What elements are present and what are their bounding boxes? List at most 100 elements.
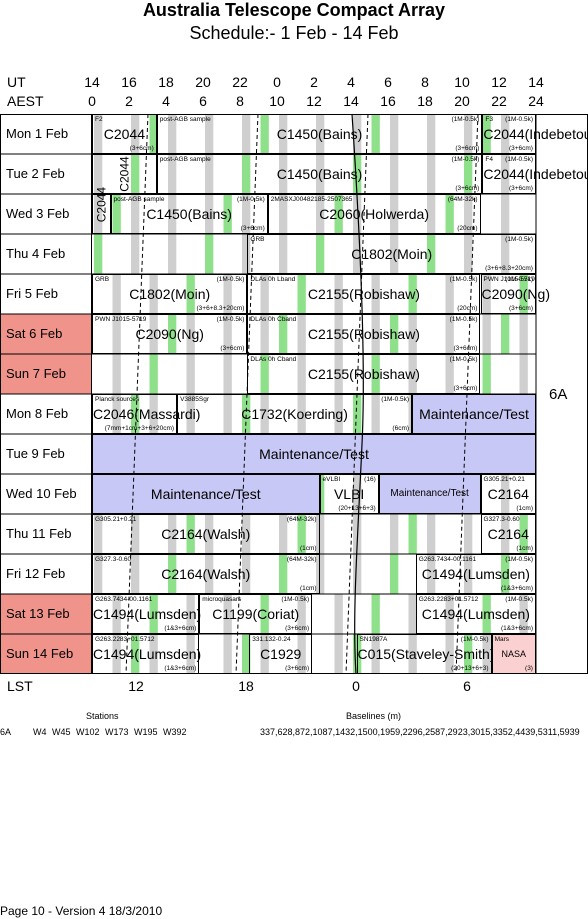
ut-tick: 2 [310, 74, 318, 90]
block-band: (3+6cm) [240, 225, 265, 232]
block-band: (1cm) [516, 505, 533, 512]
block-correlator: (1M-0.5k) [449, 356, 478, 363]
block-band: (20cm) [457, 225, 478, 232]
lst-tick: 0 [352, 678, 360, 694]
block-project: C2164 [487, 526, 529, 542]
hour-stripe [408, 514, 417, 554]
aest-tick: 24 [528, 93, 544, 109]
block-project: C2090(Ng) [481, 286, 550, 302]
block-band: (20+13+6+3) [451, 665, 489, 672]
block-source: eVLBI [322, 476, 341, 483]
block-band: (3+6cm) [285, 625, 310, 632]
ut-tick: 0 [273, 74, 281, 90]
schedule-grid: Mon 1 Feb Tue 2 Feb Wed 3 Feb Thu 4 Feb Fri … [0, 114, 588, 674]
block-band: (3+6cm) [508, 305, 533, 312]
ut-tick: 14 [84, 74, 100, 90]
block-project: C2044(Indebetouw) [483, 166, 588, 182]
block-project: Maintenance/Test [419, 406, 529, 422]
block-source: GRB [95, 276, 110, 283]
block-band: (3+6cm) [220, 345, 245, 352]
block-band: (3+6cm) [129, 145, 154, 152]
block-correlator: (64M-32k) [286, 556, 317, 563]
schedule-block: C1494(Lumsden) G263.7434-00.1161 (1M-0.5k)… [415, 554, 536, 594]
ut-tick: 14 [528, 74, 544, 90]
schedule-block: C1732(Koerding) V3885Sgr (1M-0.5k) (6cm) [177, 394, 413, 434]
block-project: VLBI [333, 486, 365, 502]
aest-tick: 8 [236, 93, 244, 109]
hour-stripe [94, 234, 103, 274]
block-project: Maintenance/Test [259, 446, 369, 462]
array-config-label: 6A [549, 386, 568, 403]
block-band: (1cm) [516, 545, 533, 552]
day-label: Tue 2 Feb [0, 154, 92, 194]
block-source: G263.7434-00.1161 [95, 596, 153, 603]
block-band: (3) [525, 665, 533, 672]
block-project: C015(Staveley-Smith) [357, 646, 495, 662]
block-correlator: (64M-32k) [447, 196, 478, 203]
block-project: C2155(Robishaw) [307, 286, 420, 302]
hour-stripe [519, 354, 528, 394]
block-band: (3+6+8.3+20cm) [485, 265, 533, 272]
hour-stripe [353, 554, 362, 594]
block-source: post-AGB sample [113, 196, 165, 203]
block-correlator: (1M-0.5k) [216, 316, 245, 323]
ut-tick: 10 [454, 74, 470, 90]
day-label: Sun 7 Feb [0, 354, 92, 394]
block-project: C2164(Walsh) [161, 566, 251, 582]
aest-tick: 0 [88, 93, 96, 109]
lst-tick: 18 [238, 678, 254, 694]
block-correlator: (1M-0.5k) [451, 116, 480, 123]
schedule-block: C2044 [92, 187, 111, 234]
day-label: Thu 11 Feb [0, 514, 92, 554]
block-project: C1929 [260, 646, 302, 662]
block-source: G327.3-0.60 [95, 556, 132, 563]
block-correlator: (1M-0.5k) [216, 276, 245, 283]
schedule-block: C2046(Massardi) Planck sources (7mm+1cm+3+… [92, 394, 201, 434]
block-project: C2044 [103, 126, 145, 142]
page-subtitle: Schedule:- 1 Feb - 14 Feb [189, 23, 399, 43]
block-source: G327.3-0.60 [483, 516, 520, 523]
day-label: Sat 6 Feb [0, 314, 92, 354]
block-correlator: (1M-0.5k) [505, 156, 533, 163]
block-correlator: (1M-0.5k) [505, 236, 533, 243]
block-project: C2155(Robishaw) [307, 326, 420, 342]
block-project: C2060(Holwerda) [319, 206, 429, 222]
block-band: (3+6cm) [508, 145, 533, 152]
schedule-block: C1802(Moin) GRB (1M-0.5k) (3+6+8.3+20cm) [92, 274, 248, 314]
block-correlator: (1M-0.5k) [236, 196, 265, 203]
schedule-block: C2164 G305.21+0.21 (1cm) [480, 474, 536, 514]
block-project: C2046(Massardi) [93, 406, 201, 422]
hour-stripe [390, 514, 399, 554]
schedule-block: C2044(Indebetouw) F3 (1M-0.5k) (3+6cm) [482, 114, 588, 154]
schedule-block: C1450(Bains) post-AGB sample (1M-0.5k) (3+6… [156, 114, 483, 154]
hour-stripe [205, 234, 214, 274]
block-band: (3+6cm) [453, 345, 478, 352]
block-correlator: (1M-0.5k) [451, 156, 480, 163]
schedule-block: C2164(Walsh) G305.21+0.21 (64M-32k) (1cm) [92, 514, 320, 554]
hour-stripe [168, 234, 177, 274]
ut-tick: 6 [384, 74, 392, 90]
schedule-block: Maintenance/Test [412, 394, 536, 434]
block-band: (1cm) [299, 585, 317, 592]
block-source: 2MASXJ00482185-2507365 [270, 196, 353, 203]
stations-heading: Stations [86, 711, 119, 721]
block-band: (1&3+6cm) [501, 585, 533, 592]
day-label: Wed 10 Feb [0, 474, 92, 514]
block-source: post-AGB sample [159, 156, 211, 163]
block-source: F3 [485, 116, 493, 123]
block-project: C2155(Robishaw) [307, 366, 420, 382]
block-project: C1494(Lumsden) [421, 566, 530, 582]
day-label: Thu 4 Feb [0, 234, 92, 274]
block-band: (3+6cm) [285, 665, 310, 672]
block-project: C1732(Koerding) [241, 406, 348, 422]
block-band: (3+6+8.3+20cm) [196, 305, 245, 312]
aest-tick: 6 [199, 93, 207, 109]
block-band: (20+13+6+3) [338, 505, 376, 512]
block-project: C1802(Moin) [129, 286, 211, 302]
schedule-block: C2155(Robishaw) DLAs 0h Lband (1M-0.5k) (20… [247, 274, 481, 314]
hour-stripe [427, 514, 436, 554]
block-project: C2164 [487, 486, 529, 502]
hour-stripe [112, 354, 121, 394]
ut-tick: 22 [232, 74, 248, 90]
block-correlator: (1M-0.5k) [505, 556, 533, 563]
